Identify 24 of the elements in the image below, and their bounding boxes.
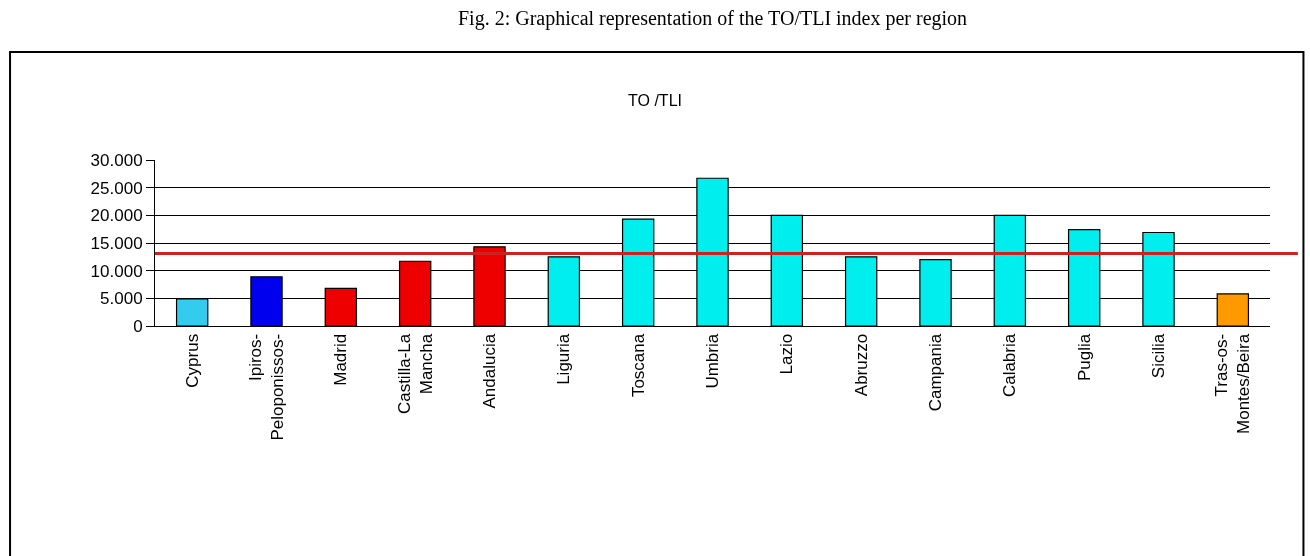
x-tick-label: Castilla-La Mancha <box>394 333 436 415</box>
x-tick-label: Campania <box>926 333 946 412</box>
x-tick-label: Sicilia <box>1149 333 1169 379</box>
x-tick-label: Calabria <box>1000 333 1020 398</box>
y-tick-label: 25.000 <box>90 178 143 198</box>
y-tick-label: 20.000 <box>90 206 143 226</box>
x-tick-label: Lazio <box>777 333 797 375</box>
y-tick-label: 15.000 <box>90 233 143 253</box>
x-tick-label: Madrid <box>331 333 351 386</box>
x-tick-label: Umbria <box>703 333 723 389</box>
x-tick-label: Ipiros- Peloponissos- <box>245 333 288 441</box>
x-tick-label: Abruzzo <box>851 333 871 397</box>
caption: Fig. 2: Graphical representation of the TO/TLI index per region <box>458 7 968 30</box>
x-tick-label: Liguria <box>554 333 574 385</box>
y-tick-label: 30.000 <box>90 150 143 170</box>
y-tick-label: 10.000 <box>90 261 143 281</box>
x-tick-label: Tras-os- Montes/Beira <box>1212 333 1254 434</box>
x-tick-label: Puglia <box>1074 333 1094 382</box>
y-tick-label: 5.000 <box>100 289 143 309</box>
x-tick-label: Cyprus <box>182 333 202 388</box>
x-tick-label: Toscana <box>628 333 648 398</box>
x-tick-label: Andalucia <box>480 333 500 409</box>
chart-title: TO /TLI <box>628 91 682 109</box>
y-tick-label: 0 <box>133 316 143 336</box>
